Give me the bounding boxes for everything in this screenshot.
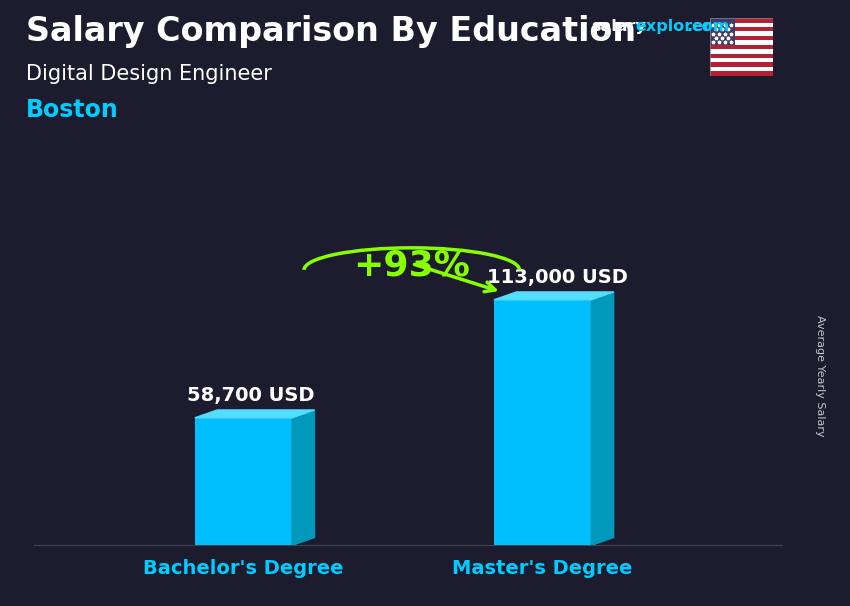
Polygon shape: [592, 292, 614, 545]
Bar: [494, 300, 592, 545]
Polygon shape: [292, 410, 314, 545]
Text: 58,700 USD: 58,700 USD: [187, 386, 314, 405]
Text: Salary Comparison By Education: Salary Comparison By Education: [26, 15, 636, 48]
Text: Boston: Boston: [26, 98, 118, 122]
Bar: [710, 27, 774, 32]
Bar: [710, 18, 735, 45]
Bar: [710, 67, 774, 72]
Bar: [710, 53, 774, 58]
Bar: [710, 18, 774, 22]
Text: Digital Design Engineer: Digital Design Engineer: [26, 64, 271, 84]
Text: +93%: +93%: [354, 248, 470, 282]
Bar: [710, 45, 774, 49]
Bar: [710, 22, 774, 27]
Text: .com: .com: [687, 19, 730, 35]
Bar: [710, 36, 774, 41]
Bar: [195, 418, 292, 545]
Text: 113,000 USD: 113,000 USD: [486, 268, 627, 287]
Bar: [710, 41, 774, 45]
Text: salary: salary: [591, 19, 646, 35]
Bar: [710, 72, 774, 76]
Bar: [710, 62, 774, 67]
Bar: [710, 32, 774, 36]
Text: explorer: explorer: [636, 19, 712, 35]
Polygon shape: [494, 292, 614, 300]
Bar: [710, 49, 774, 53]
Bar: [710, 58, 774, 62]
Polygon shape: [195, 410, 314, 418]
Text: Average Yearly Salary: Average Yearly Salary: [815, 315, 825, 436]
